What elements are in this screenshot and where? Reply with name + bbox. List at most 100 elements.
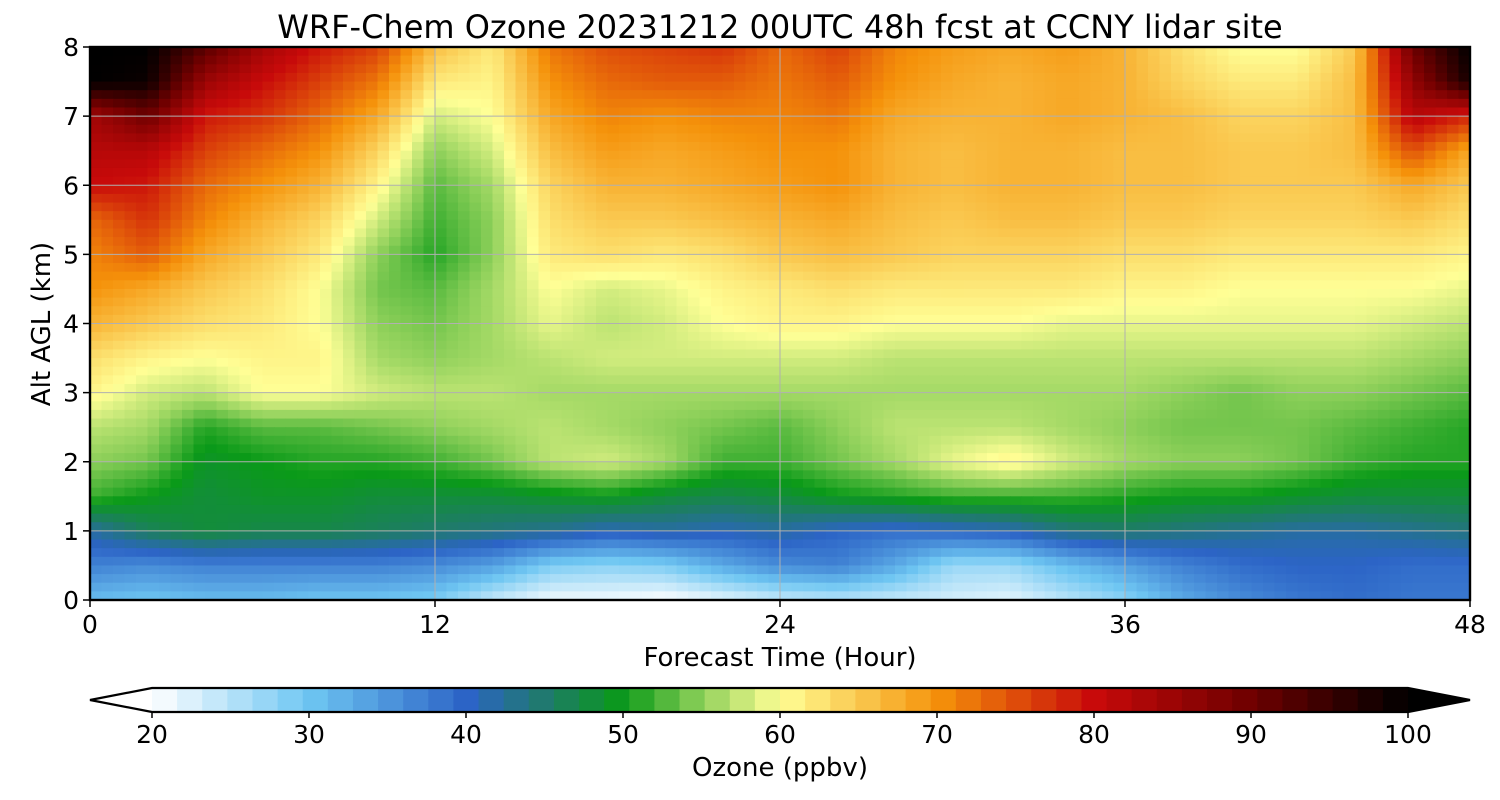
heatmap-cell xyxy=(1113,314,1126,325)
heatmap-cell xyxy=(389,332,402,342)
heatmap-cell xyxy=(101,133,114,143)
heatmap-cell xyxy=(596,401,609,411)
heatmap-cell xyxy=(90,159,103,169)
heatmap-cell xyxy=(1125,98,1138,109)
heatmap-cell xyxy=(688,81,701,91)
heatmap-cell xyxy=(170,401,183,411)
heatmap-cell xyxy=(619,219,632,230)
heatmap-cell xyxy=(1044,228,1057,238)
heatmap-cell xyxy=(757,383,770,394)
heatmap-cell xyxy=(285,263,298,273)
heatmap-cell xyxy=(734,366,747,376)
heatmap-cell xyxy=(1343,297,1356,307)
heatmap-cell xyxy=(354,392,367,402)
heatmap-cell xyxy=(504,90,517,100)
heatmap-cell xyxy=(1182,219,1195,230)
heatmap-cell xyxy=(642,107,655,117)
heatmap-cell xyxy=(1159,280,1172,290)
heatmap-cell xyxy=(492,366,505,376)
heatmap-cell xyxy=(147,107,160,117)
heatmap-cell xyxy=(1171,107,1184,117)
heatmap-cell xyxy=(596,185,609,195)
heatmap-cell xyxy=(1171,133,1184,143)
heatmap-cell xyxy=(952,185,965,195)
heatmap-cell xyxy=(1079,211,1092,221)
heatmap-cell xyxy=(1297,55,1310,65)
heatmap-cell xyxy=(1286,245,1299,255)
heatmap-cell xyxy=(481,306,494,316)
heatmap-cell xyxy=(734,219,747,230)
heatmap-cell xyxy=(1401,314,1414,325)
heatmap-cell xyxy=(1378,72,1391,83)
heatmap-cell xyxy=(1228,263,1241,273)
heatmap-cell xyxy=(941,263,954,273)
heatmap-cell xyxy=(1263,323,1276,333)
heatmap-cell xyxy=(630,72,643,83)
heatmap-cell xyxy=(653,314,666,325)
heatmap-cell xyxy=(1228,64,1241,74)
heatmap-cell xyxy=(906,383,919,394)
heatmap-cell xyxy=(1412,90,1425,100)
heatmap-cell xyxy=(1274,306,1287,316)
heatmap-cell xyxy=(1355,392,1368,402)
heatmap-cell xyxy=(297,306,310,316)
heatmap-cell xyxy=(1447,202,1460,212)
heatmap-cell xyxy=(837,72,850,83)
heatmap-cell xyxy=(1378,185,1391,195)
heatmap-cell xyxy=(665,237,678,247)
heatmap-cell xyxy=(262,81,275,91)
heatmap-cell xyxy=(239,392,252,402)
heatmap-cell xyxy=(998,202,1011,212)
heatmap-cell xyxy=(722,81,735,91)
heatmap-cell xyxy=(711,81,724,91)
heatmap-cell xyxy=(1389,392,1402,402)
heatmap-cell xyxy=(354,72,367,83)
heatmap-cell xyxy=(1355,107,1368,117)
heatmap-cell xyxy=(630,98,643,109)
heatmap-cell xyxy=(665,219,678,230)
heatmap-cell xyxy=(561,271,574,281)
heatmap-cell xyxy=(1056,142,1069,152)
heatmap-cell xyxy=(320,90,333,100)
heatmap-cell xyxy=(216,202,229,212)
heatmap-cell xyxy=(308,375,321,385)
heatmap-cell xyxy=(538,81,551,91)
heatmap-cell xyxy=(676,185,689,195)
heatmap-cell xyxy=(1033,98,1046,109)
heatmap-cell xyxy=(987,392,1000,402)
heatmap-cell xyxy=(538,159,551,169)
heatmap-cell xyxy=(745,383,758,394)
heatmap-cell xyxy=(1056,392,1069,402)
heatmap-cell xyxy=(297,185,310,195)
heatmap-cell xyxy=(1033,323,1046,333)
heatmap-cell xyxy=(630,116,643,126)
heatmap-cell xyxy=(734,159,747,169)
heatmap-cell xyxy=(676,193,689,204)
heatmap-cell xyxy=(561,116,574,126)
heatmap-cell xyxy=(481,314,494,325)
heatmap-cell xyxy=(987,176,1000,186)
heatmap-cell xyxy=(1355,124,1368,135)
heatmap-cell xyxy=(308,90,321,100)
heatmap-cell xyxy=(216,314,229,325)
heatmap-cell xyxy=(665,55,678,65)
heatmap-cell xyxy=(527,133,540,143)
heatmap-cell xyxy=(1458,332,1470,342)
heatmap-cell xyxy=(1056,133,1069,143)
heatmap-cell xyxy=(1159,271,1172,281)
heatmap-cell xyxy=(757,98,770,109)
heatmap-cell xyxy=(952,254,965,264)
heatmap-cell xyxy=(1378,193,1391,204)
heatmap-cell xyxy=(90,116,103,126)
heatmap-cell xyxy=(366,340,379,351)
heatmap-cell xyxy=(1217,150,1230,160)
heatmap-cell xyxy=(1332,254,1345,264)
heatmap-cell xyxy=(1251,219,1264,230)
heatmap-cell xyxy=(814,392,827,402)
heatmap-cell xyxy=(182,366,195,376)
heatmap-cell xyxy=(182,107,195,117)
heatmap-cell xyxy=(676,133,689,143)
heatmap-cell xyxy=(147,228,160,238)
heatmap-cell xyxy=(446,47,459,57)
heatmap-cell xyxy=(481,211,494,221)
